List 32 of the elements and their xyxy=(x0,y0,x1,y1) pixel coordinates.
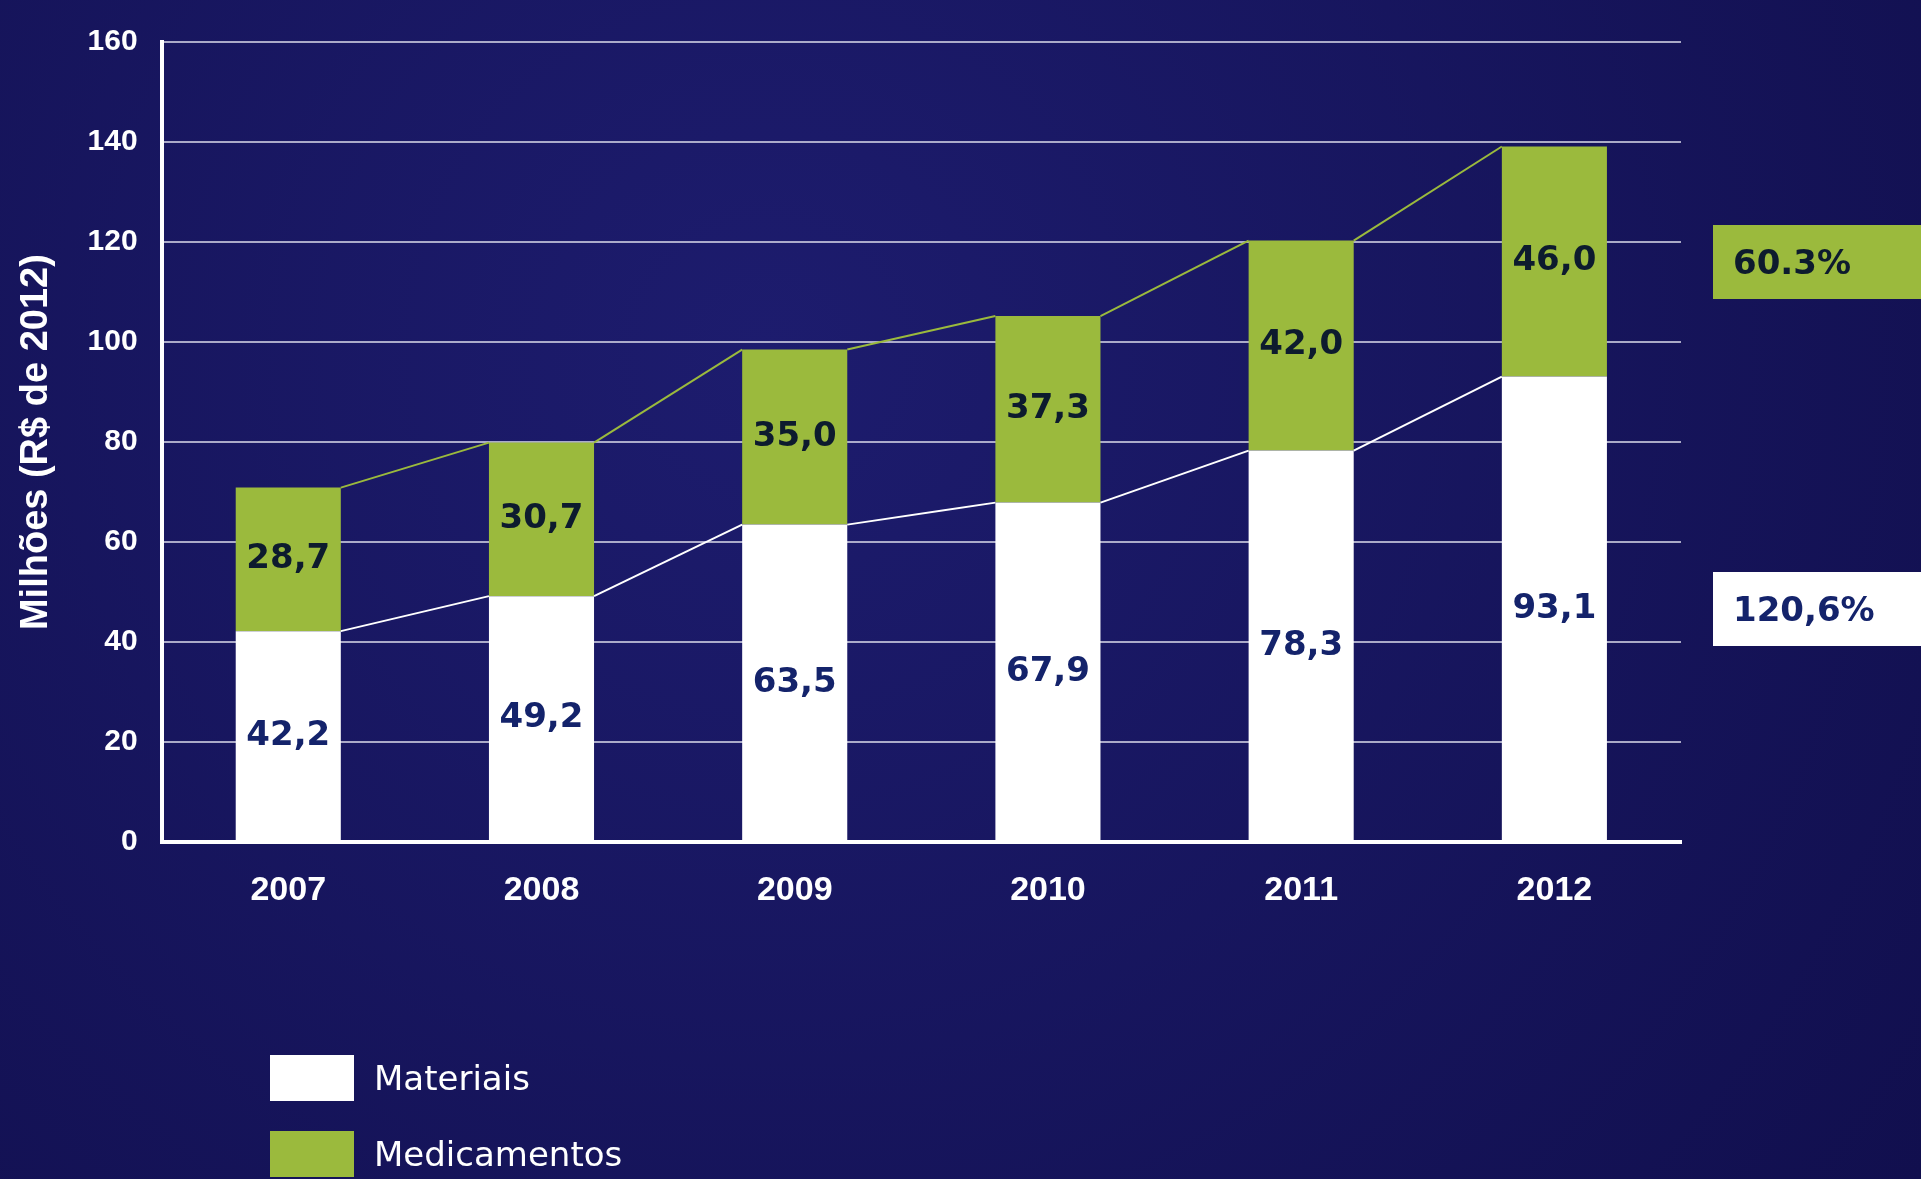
data-label: 37,3 xyxy=(1005,386,1090,427)
y-axis-title: Milhões (R$ de 2012) xyxy=(13,254,56,631)
data-label: 42,0 xyxy=(1259,322,1344,363)
y-tick-label: 140 xyxy=(87,123,138,157)
x-tick-label: 2009 xyxy=(756,868,833,907)
data-label: 49,2 xyxy=(499,695,584,736)
data-label: 35,0 xyxy=(752,413,837,454)
y-tick-label: 20 xyxy=(104,723,138,757)
x-tick-label: 2010 xyxy=(1010,868,1086,907)
data-label: 78,3 xyxy=(1259,622,1344,663)
data-label: 42,2 xyxy=(246,713,331,753)
x-tick-label: 2011 xyxy=(1264,868,1339,907)
x-tick-label: 2012 xyxy=(1516,868,1593,907)
y-tick-label: 100 xyxy=(87,323,138,357)
data-label: 28,7 xyxy=(246,536,331,577)
y-tick-label: 120 xyxy=(87,223,138,257)
data-label: 46,0 xyxy=(1512,238,1597,279)
y-tick-label: 0 xyxy=(120,823,138,857)
legend-label: Medicamentos xyxy=(374,1134,623,1174)
data-label: 63,5 xyxy=(752,659,837,700)
data-label: 67,9 xyxy=(1005,648,1090,689)
text: 60.3% xyxy=(1713,224,1921,299)
y-tick-label: 160 xyxy=(87,23,138,57)
x-tick-label: 2008 xyxy=(503,868,580,907)
text: 120,6% xyxy=(1713,571,1921,646)
data-label: 30,7 xyxy=(499,496,584,537)
y-tick-label: 80 xyxy=(104,423,138,457)
data-label: 93,1 xyxy=(1512,585,1597,626)
x-tick-label: 2007 xyxy=(250,868,327,907)
legend-label: Materiais xyxy=(374,1058,530,1098)
y-tick-label: 40 xyxy=(104,623,138,657)
y-tick-label: 60 xyxy=(104,523,138,557)
